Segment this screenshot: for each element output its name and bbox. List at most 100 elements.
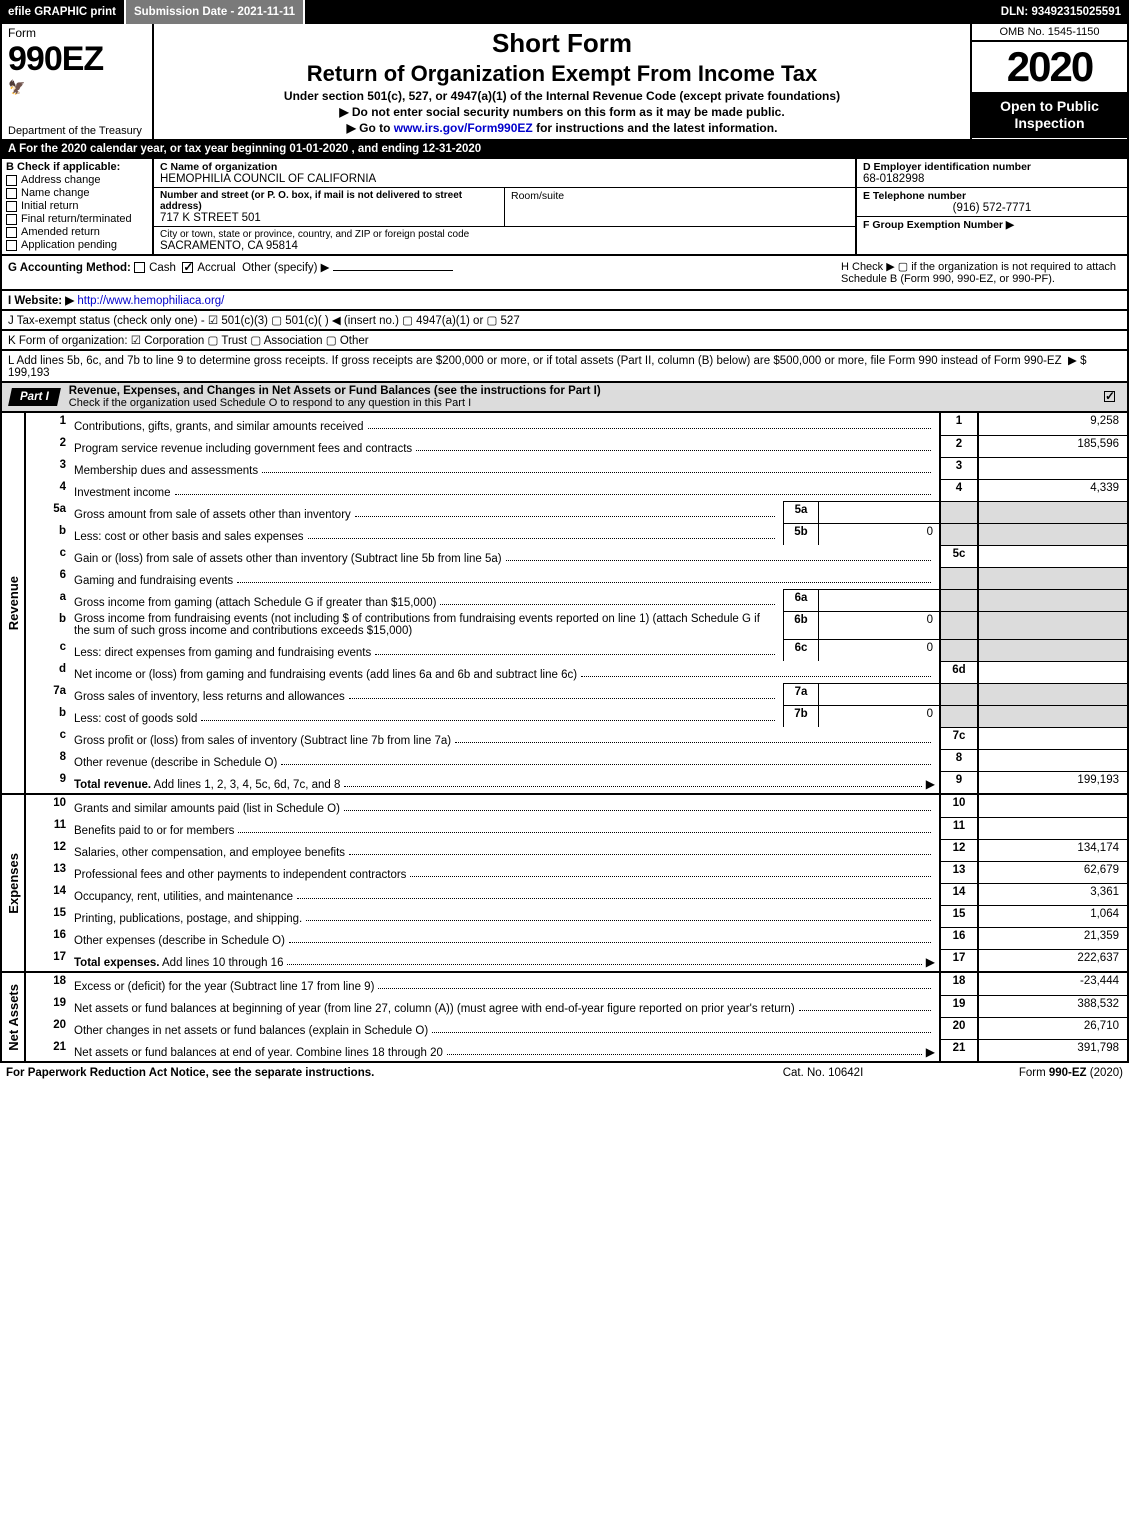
right-num: 9: [939, 771, 977, 793]
row-a-period: A For the 2020 calendar year, or tax yea…: [0, 141, 1129, 159]
right-val: [977, 457, 1127, 479]
arrow-icon: ▶: [926, 955, 935, 969]
right-num: [939, 567, 977, 589]
header-center: Short Form Return of Organization Exempt…: [154, 24, 972, 139]
col-d-ids: D Employer identification number 68-0182…: [855, 159, 1127, 254]
line-desc: Gain or (loss) from sale of assets other…: [70, 545, 939, 567]
tax-year: 2020: [972, 42, 1127, 92]
line-desc: Excess or (deficit) for the year (Subtra…: [70, 973, 939, 995]
right-num: 5c: [939, 545, 977, 567]
cash-label: Cash: [149, 262, 176, 274]
ein-label: D Employer identification number: [863, 161, 1121, 173]
ein-cell: D Employer identification number 68-0182…: [857, 159, 1127, 188]
line-number: 20: [26, 1017, 70, 1039]
right-num: [939, 705, 977, 727]
line-1: 1Contributions, gifts, grants, and simil…: [26, 413, 1127, 435]
chk-amended-return[interactable]: Amended return: [6, 226, 148, 238]
line-5a: 5aGross amount from sale of assets other…: [26, 501, 1127, 523]
expenses-table: Expenses 10Grants and similar amounts pa…: [0, 795, 1129, 973]
street-label: Number and street (or P. O. box, if mail…: [160, 190, 498, 212]
line-number: 10: [26, 795, 70, 817]
line-number: 1: [26, 413, 70, 435]
line-number: 18: [26, 973, 70, 995]
footer-right: Form 990-EZ (2020): [923, 1067, 1123, 1079]
line-19: 19Net assets or fund balances at beginni…: [26, 995, 1127, 1017]
inner-val: 0: [819, 611, 939, 639]
line-desc: Gross sales of inventory, less returns a…: [70, 683, 783, 705]
line-7a: 7aGross sales of inventory, less returns…: [26, 683, 1127, 705]
line-number: 21: [26, 1039, 70, 1061]
tel-label: E Telephone number: [863, 190, 1121, 202]
submission-date: Submission Date - 2021-11-11: [126, 0, 305, 24]
right-num: 2: [939, 435, 977, 457]
header-left: Form 990EZ 🦅 Department of the Treasury: [2, 24, 154, 139]
right-num: [939, 523, 977, 545]
inner-num: 6b: [783, 611, 819, 639]
line-number: a: [26, 589, 70, 611]
right-val: 222,637: [977, 949, 1127, 971]
line-21: 21Net assets or fund balances at end of …: [26, 1039, 1127, 1061]
chk-name-change[interactable]: Name change: [6, 187, 148, 199]
line-number: 3: [26, 457, 70, 479]
chk-address-change[interactable]: Address change: [6, 174, 148, 186]
irs-link[interactable]: www.irs.gov/Form990EZ: [394, 121, 533, 135]
form-number: 990EZ: [8, 40, 146, 79]
line-7b: bLess: cost of goods sold7b0: [26, 705, 1127, 727]
efile-link[interactable]: efile GRAPHIC print: [0, 0, 126, 24]
chk-cash[interactable]: [134, 262, 145, 273]
website-link[interactable]: http://www.hemophiliaca.org/: [77, 295, 224, 307]
line-15: 15Printing, publications, postage, and s…: [26, 905, 1127, 927]
chk-initial-return[interactable]: Initial return: [6, 200, 148, 212]
right-val: [977, 795, 1127, 817]
right-num: 20: [939, 1017, 977, 1039]
right-val: [977, 661, 1127, 683]
right-val: 391,798: [977, 1039, 1127, 1061]
chk-application-pending[interactable]: Application pending: [6, 239, 148, 251]
line-6d: dNet income or (loss) from gaming and fu…: [26, 661, 1127, 683]
right-val: [977, 523, 1127, 545]
inner-num: 5b: [783, 523, 819, 545]
group-cell: F Group Exemption Number ▶: [857, 217, 1127, 233]
line-number: 5a: [26, 501, 70, 523]
line-desc: Salaries, other compensation, and employ…: [70, 839, 939, 861]
row-j: J Tax-exempt status (check only one) - ☑…: [0, 311, 1129, 331]
line-number: 19: [26, 995, 70, 1017]
arrow-icon: ▶: [926, 777, 935, 791]
right-num: 3: [939, 457, 977, 479]
revenue-sidelabel: Revenue: [2, 413, 26, 793]
line-8: 8Other revenue (describe in Schedule O)8: [26, 749, 1127, 771]
part1-checkbox[interactable]: [1096, 389, 1127, 405]
line-desc: Net assets or fund balances at end of ye…: [70, 1039, 939, 1061]
expenses-sidelabel: Expenses: [2, 795, 26, 971]
right-num: 6d: [939, 661, 977, 683]
right-num: 8: [939, 749, 977, 771]
other-blank: [333, 270, 453, 271]
form-header: Form 990EZ 🦅 Department of the Treasury …: [0, 24, 1129, 141]
open-public-inspection: Open to Public Inspection: [972, 92, 1127, 138]
inner-val: [819, 589, 939, 611]
right-num: 14: [939, 883, 977, 905]
line-18: 18Excess or (deficit) for the year (Subt…: [26, 973, 1127, 995]
line-number: 16: [26, 927, 70, 949]
line-10: 10Grants and similar amounts paid (list …: [26, 795, 1127, 817]
right-val: [977, 817, 1127, 839]
chk-final-return[interactable]: Final return/terminated: [6, 213, 148, 225]
line-number: 6: [26, 567, 70, 589]
street-cell: Number and street (or P. O. box, if mail…: [154, 188, 504, 226]
right-val: 21,359: [977, 927, 1127, 949]
line-desc: Membership dues and assessments: [70, 457, 939, 479]
line-desc: Occupancy, rent, utilities, and maintena…: [70, 883, 939, 905]
right-val: 388,532: [977, 995, 1127, 1017]
right-num: [939, 683, 977, 705]
row-g: G Accounting Method: Cash Accrual Other …: [8, 260, 841, 285]
row-i: I Website: ▶ http://www.hemophiliaca.org…: [0, 291, 1129, 311]
line-desc: Contributions, gifts, grants, and simila…: [70, 413, 939, 435]
right-val: [977, 639, 1127, 661]
org-name-value: HEMOPHILIA COUNCIL OF CALIFORNIA: [160, 173, 849, 185]
line-desc: Net assets or fund balances at beginning…: [70, 995, 939, 1017]
inner-num: 5a: [783, 501, 819, 523]
right-num: [939, 589, 977, 611]
accounting-method-label: G Accounting Method:: [8, 262, 131, 274]
part1-tab: Part I: [8, 388, 61, 406]
chk-accrual[interactable]: [182, 262, 193, 273]
